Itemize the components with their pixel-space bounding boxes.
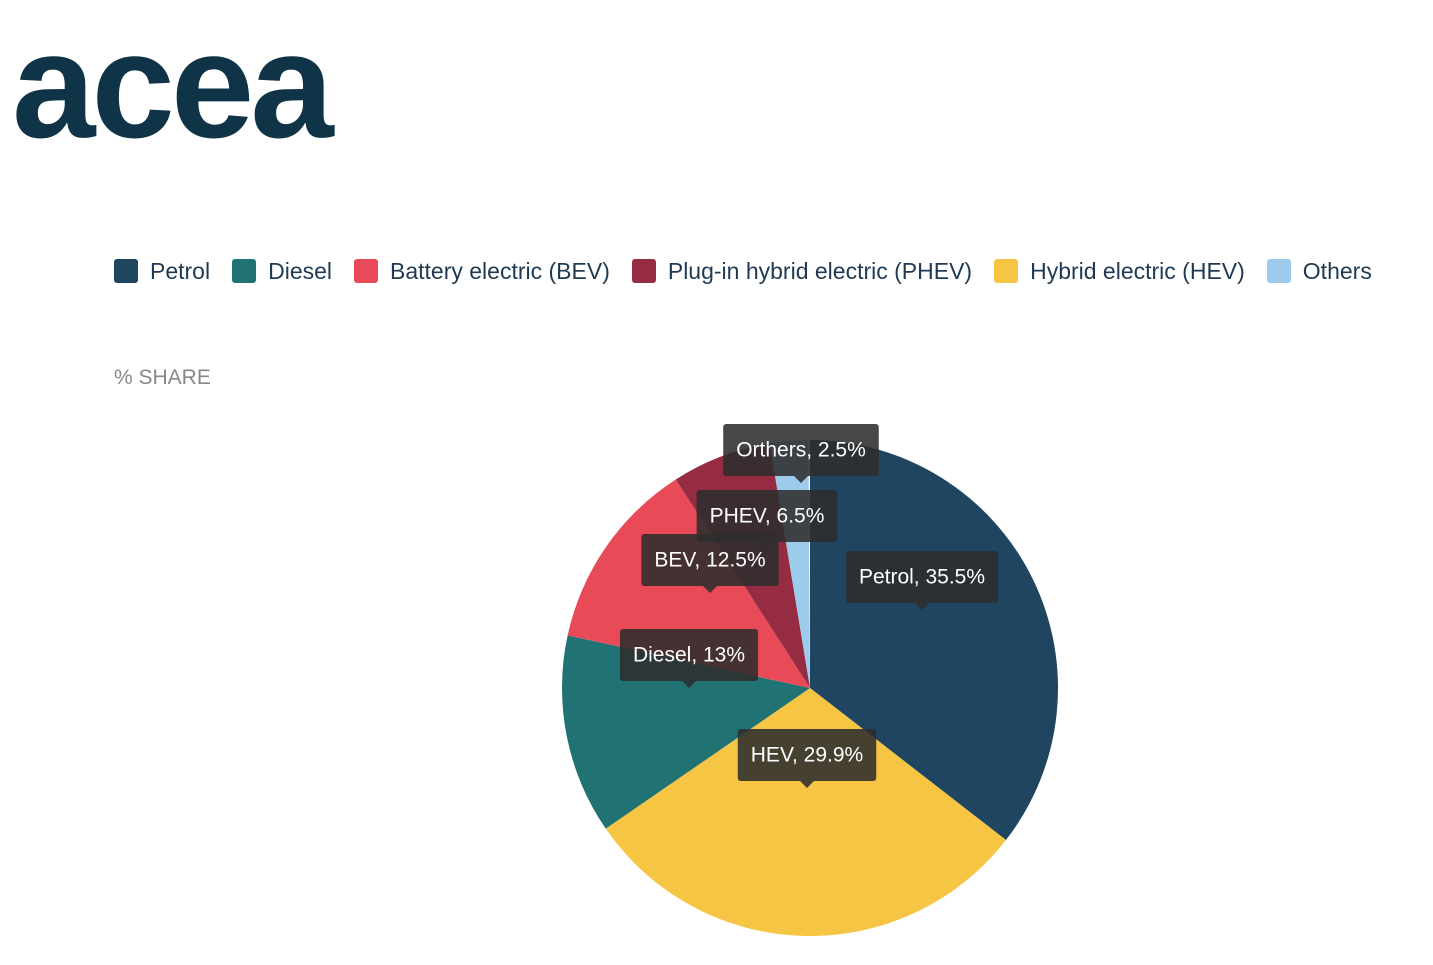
legend-label: Others	[1302, 257, 1372, 284]
legend-swatch	[1266, 259, 1291, 283]
label-box	[845, 551, 999, 603]
data-label: Orthers, 2.5%	[736, 439, 866, 462]
label-box	[641, 534, 779, 586]
legend-item: Battery electric (BEV)	[354, 258, 610, 284]
label-pointer	[794, 476, 808, 483]
label-pointer	[760, 542, 774, 549]
pie-slice	[561, 635, 810, 829]
data-label: PHEV, 6.5%	[710, 505, 825, 528]
slice-label: BEV, 12.5%	[641, 534, 779, 593]
legend-item: Petrol	[114, 258, 210, 284]
legend-label: Plug-in hybrid electric (PHEV)	[667, 257, 973, 284]
pie-slice	[810, 440, 1059, 841]
legend-label: Petrol	[150, 257, 211, 284]
legend-swatch	[114, 259, 138, 283]
legend-swatch	[232, 259, 257, 283]
label-box	[737, 729, 877, 781]
slice-label: PHEV, 6.5%	[696, 490, 838, 549]
label-pointer	[703, 586, 717, 593]
pie-slice	[605, 688, 1006, 936]
data-label: BEV, 12.5%	[654, 549, 765, 572]
slice-label: Orthers, 2.5%	[723, 424, 879, 483]
legend-item: Plug-in hybrid electric (PHEV)	[631, 257, 973, 284]
data-label: Petrol, 35.5%	[859, 566, 985, 589]
slice-label: HEV, 29.9%	[737, 729, 877, 788]
legend: Petrol Diesel Battery electric (BEV) Plug-i…	[114, 258, 1414, 284]
slice-label: Petrol, 35.5%	[845, 551, 999, 610]
legend-label: Hybrid electric (HEV)	[1030, 257, 1245, 284]
data-label: HEV, 29.9%	[751, 744, 863, 767]
label-box	[696, 490, 838, 542]
label-pointer	[800, 781, 814, 788]
legend-swatch	[631, 259, 656, 283]
label-box	[619, 629, 759, 681]
legend-label: Diesel	[268, 257, 333, 284]
legend-item: Diesel	[232, 258, 332, 284]
logo: acea	[12, 1, 334, 169]
label-box	[723, 424, 879, 476]
legend-swatch	[994, 259, 1019, 283]
subtitle: % SHARE	[114, 366, 211, 389]
label-pointer	[915, 603, 929, 610]
legend-item: Others	[1266, 257, 1372, 284]
data-label: Diesel, 13%	[633, 644, 745, 667]
legend-swatch	[354, 259, 379, 283]
legend-label: Battery electric (BEV)	[390, 257, 610, 284]
legend-item: Hybrid electric (HEV)	[994, 258, 1245, 284]
label-pointer	[682, 681, 696, 688]
slice-label: Diesel, 13%	[619, 629, 759, 688]
